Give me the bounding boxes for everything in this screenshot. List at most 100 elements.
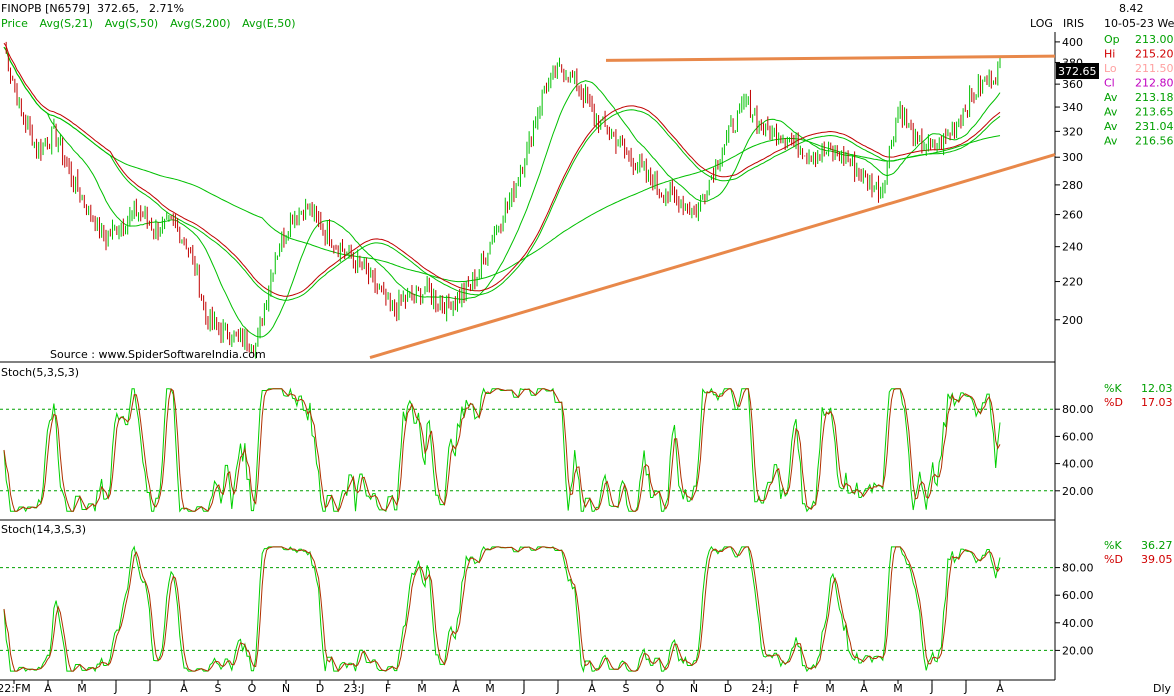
info-value-5: 213.65 [1135,106,1174,119]
price-tick-label-320: 320 [1062,125,1083,138]
info-label-3: Cl [1104,77,1115,90]
x-tick-label-7: O [248,682,257,695]
info-value-1: 215.20 [1135,48,1174,61]
ma-legend: Price Avg(S,21) Avg(S,50) Avg(S,200) Avg(E,5… [1,17,296,30]
x-tick-label-25: A [860,682,868,695]
stoch1-k-value: 12.03 [1141,382,1173,395]
x-tick-label-20: N [690,682,698,695]
info-value-0: 213.00 [1135,33,1174,46]
stoch1-tick-label-40: 40.00 [1062,458,1094,471]
stoch-panel-2: 20.00 40.00 60.00 80.00 [0,520,1094,681]
info-label-4: Av [1104,91,1118,104]
stoch1-d-label: %D [1104,396,1123,409]
stoch-panel-1: 20.00 40.00 60.00 80.00 [0,362,1094,521]
x-tick-label-3: J [113,682,117,695]
x-axis: 22:FM A M J J A S O N D 23:J F M A M J J A S O N D 24:J F M A M J J A [0,680,1004,695]
stoch2-k-line [3,545,1001,674]
date-label: 10-05-23 We [1104,17,1174,30]
stoch2-k-value: 36.27 [1141,539,1173,552]
x-tick-label-24: M [825,682,835,695]
x-tick-label-11: F [385,682,391,695]
info-value-3: 212.80 [1135,77,1174,90]
x-tick-label-12: M [417,682,427,695]
info-label-6: Av [1104,120,1118,133]
iris-label[interactable]: IRIS [1063,17,1084,30]
stoch1-d-line [3,387,1001,513]
stoch1-tick-label-20: 20.00 [1062,485,1094,498]
symbol-label: FINOPB [N6579] [1,2,90,15]
info-value-7: 216.56 [1135,135,1174,148]
stoch2-d-line [3,546,1001,672]
x-tick-label-4: J [147,682,151,695]
current-price-tag: 372.65 [1058,65,1097,78]
support-trendline [369,153,1056,360]
info-value-6: 231.04 [1135,120,1174,133]
x-tick-label-1: A [44,682,52,695]
stoch2-tick-label-60: 60.00 [1062,589,1094,602]
stoch1-title: Stoch(5,3,S,3) [1,366,79,379]
stoch2-k-label: %K [1104,539,1122,552]
price-tick-label-300: 300 [1062,151,1083,164]
x-tick-label-14: M [485,682,495,695]
legend-item-1: Avg(S,21) [40,17,93,30]
moving-average-1 [3,46,1001,301]
timeframe-label[interactable]: Dly [1153,682,1172,695]
price-tick-label-360: 360 [1062,78,1083,91]
x-tick-label-22: 24:J [752,682,773,695]
x-tick-label-27: J [929,682,933,695]
stoch1-k-line [3,387,1001,513]
info-value-2: 211.50 [1135,62,1174,75]
price-tick-label-240: 240 [1062,241,1083,254]
x-tick-label-28: J [963,682,967,695]
moving-average-3 [3,42,1001,297]
x-tick-label-0: 22:FM [0,682,31,695]
legend-item-4: Avg(E,50) [242,17,295,30]
info-value-4: 213.18 [1135,91,1174,104]
info-label-2: Lo [1104,62,1117,75]
x-tick-label-8: N [282,682,290,695]
x-tick-label-5: A [180,682,188,695]
x-tick-label-13: A [452,682,460,695]
x-tick-label-29: A [996,682,1004,695]
stoch2-d-label: %D [1104,553,1123,566]
price-tick-label-220: 220 [1062,276,1083,289]
x-tick-label-10: 23:J [344,682,365,695]
moving-average-2 [3,46,1001,283]
price-tick-label-340: 340 [1062,101,1083,114]
x-tick-label-17: A [588,682,596,695]
stoch1-k-label: %K [1104,382,1122,395]
log-label[interactable]: LOG [1030,17,1053,30]
source-label: Source : www.SpiderSoftwareIndia.com [50,348,266,361]
x-tick-label-6: S [215,682,222,695]
x-tick-label-21: D [724,682,732,695]
stoch1-tick-label-80: 80.00 [1062,403,1094,416]
top-value: 8.42 [1119,2,1144,15]
stoch2-tick-label-80: 80.00 [1062,562,1094,575]
current-price-tag-bg [1056,63,1099,79]
x-tick-label-9: D [316,682,324,695]
stoch2-title: Stoch(14,3,S,3) [1,523,86,536]
info-label-1: Hi [1104,48,1115,61]
stoch2-tick-label-20: 20.00 [1062,644,1094,657]
legend-item-2: Avg(S,50) [105,17,158,30]
change-value: 2.71% [149,2,184,15]
x-tick-label-2: M [77,682,87,695]
x-tick-label-15: J [521,682,525,695]
price-tick-label-400: 400 [1062,36,1083,49]
info-label-7: Av [1104,135,1118,148]
info-label-0: Op [1104,33,1120,46]
price-tick-label-260: 260 [1062,209,1083,222]
info-label-5: Av [1104,106,1118,119]
ohlc-info-panel: Op 213.00 Hi 215.20 Lo 211.50 Cl 212.80 Av 213.18… [1104,33,1174,148]
x-tick-label-18: S [623,682,630,695]
x-tick-label-23: F [793,682,799,695]
stoch1-d-value: 17.03 [1141,396,1173,409]
x-tick-label-16: J [555,682,559,695]
moving-average-0 [3,46,1001,338]
legend-item-3: Avg(S,200) [170,17,230,30]
legend-item-0: Price [1,17,28,30]
stoch2-tick-label-40: 40.00 [1062,617,1094,630]
stoch1-tick-label-60: 60.00 [1062,430,1094,443]
